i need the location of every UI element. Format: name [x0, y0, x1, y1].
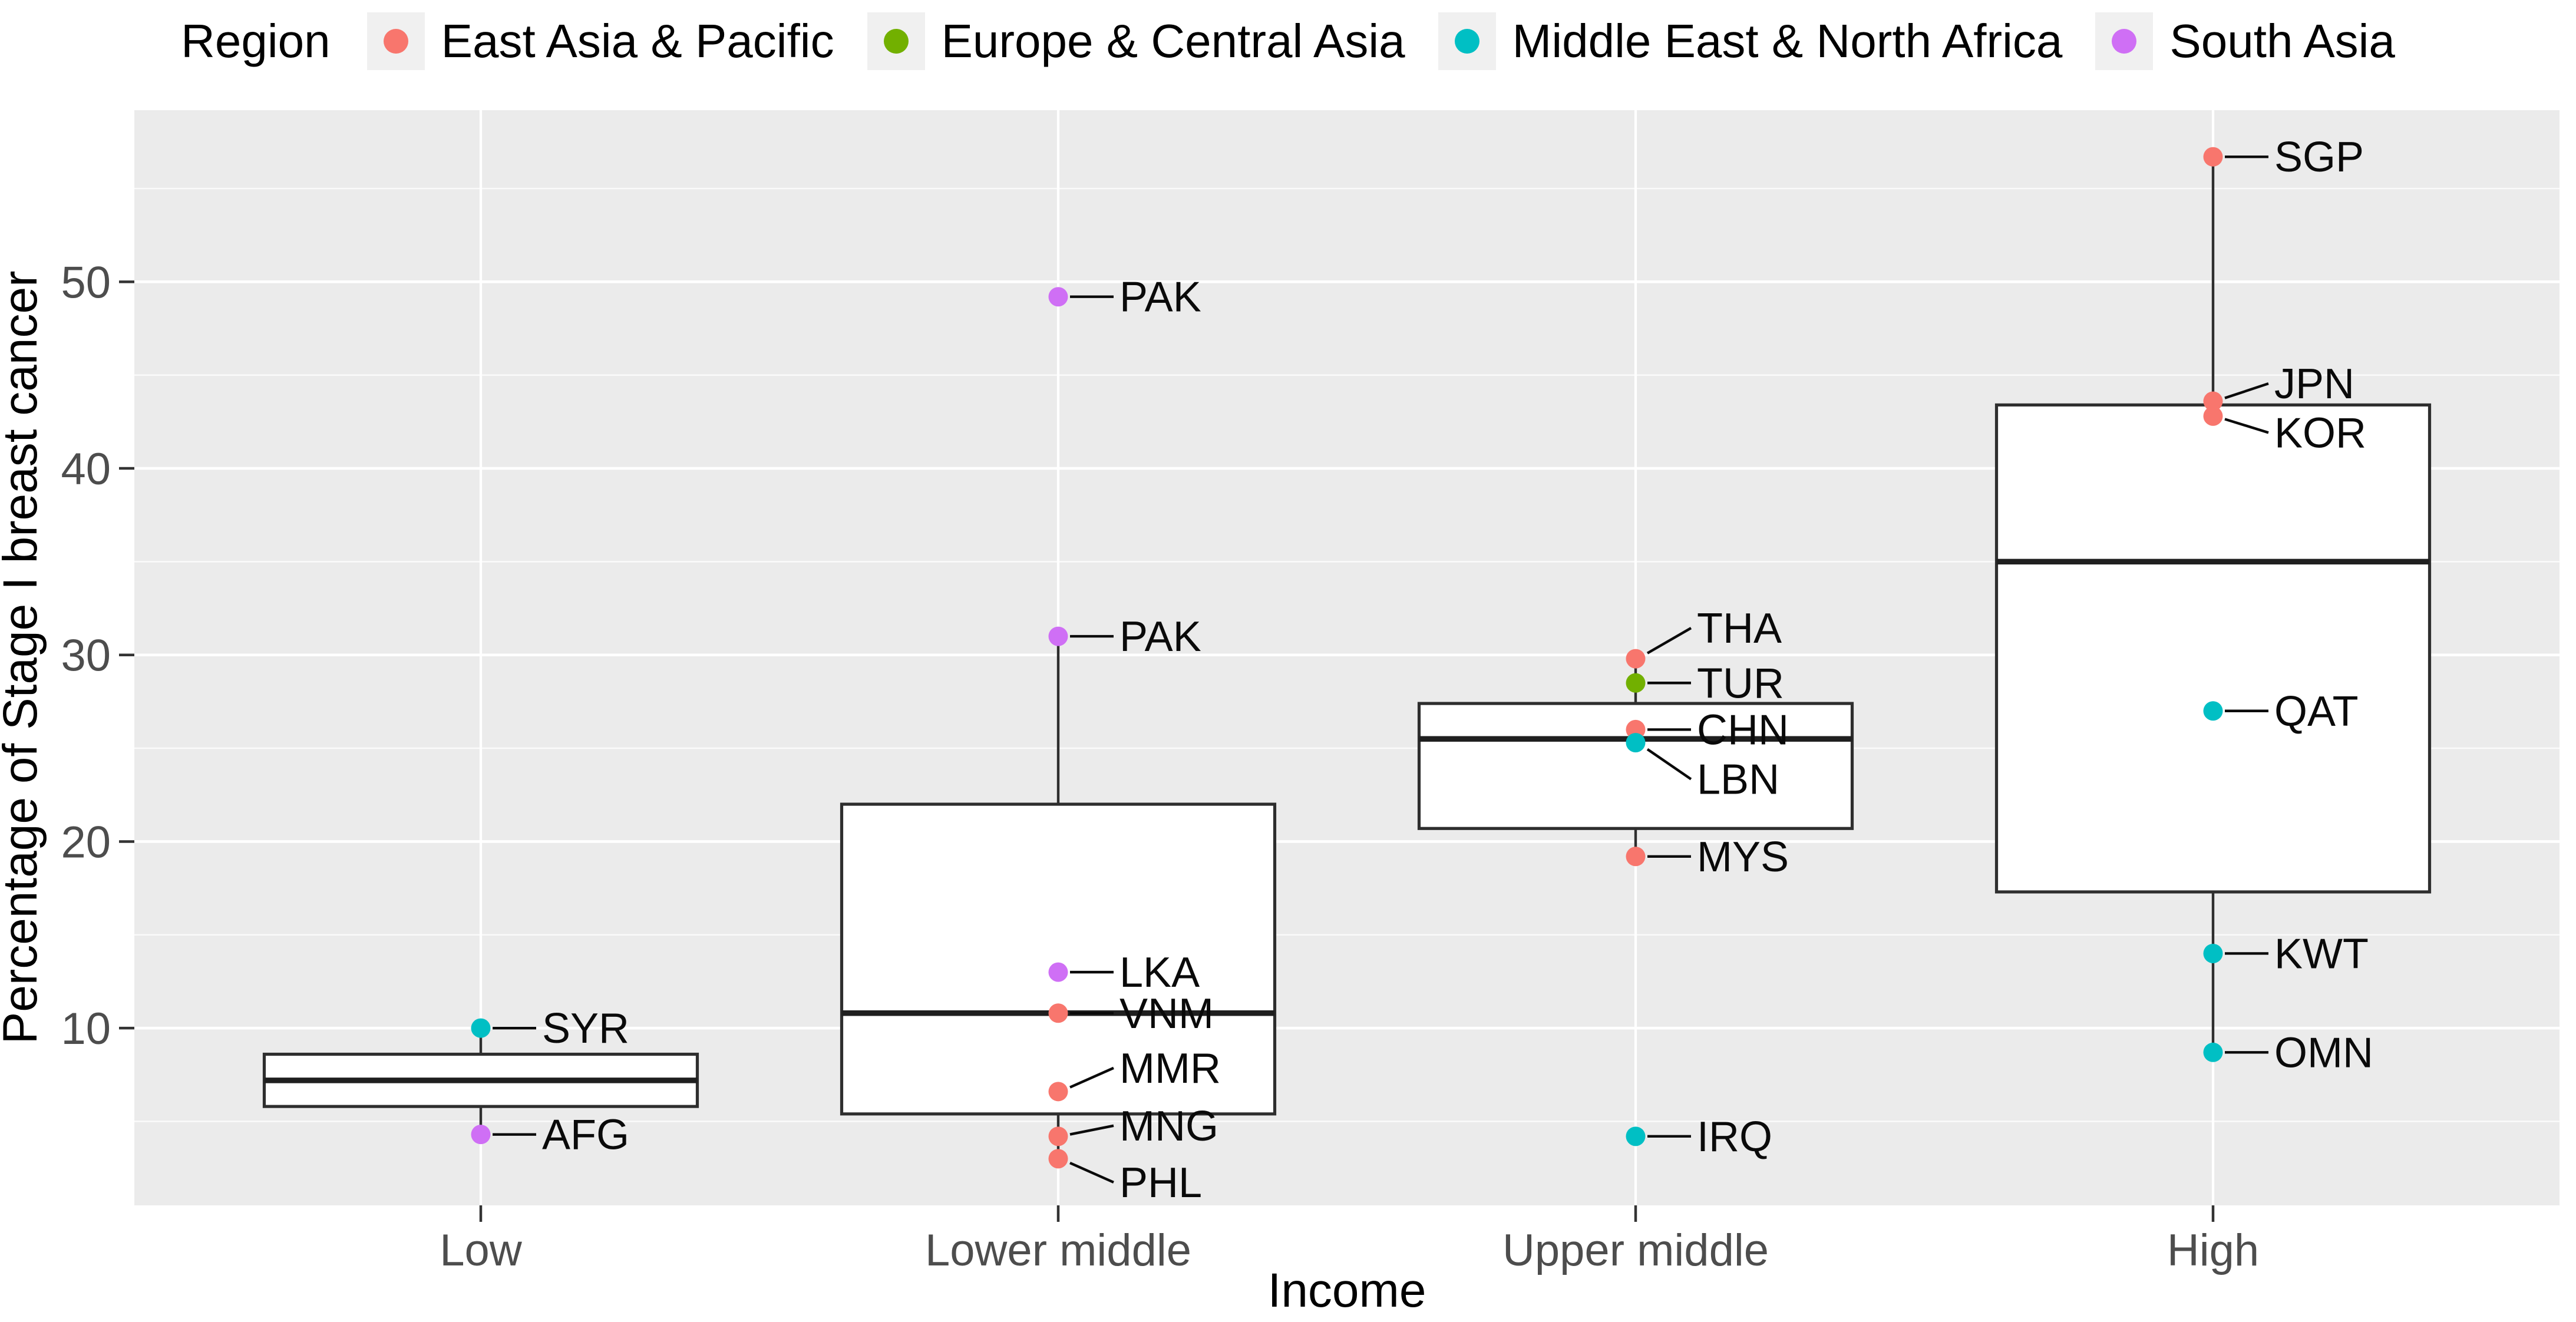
box-High [1994, 403, 2432, 894]
legend-dot-icon [383, 29, 408, 54]
point-AFG [471, 1125, 491, 1145]
point-label-MNG: MNG [1119, 1103, 1218, 1150]
y-tick-label: 10 [61, 1004, 111, 1054]
legend-item-label: South Asia [2169, 15, 2395, 67]
point-MYS [1626, 847, 1646, 867]
point-LBN [1626, 733, 1646, 753]
point-label-QAT: QAT [2274, 688, 2359, 735]
point-label-VNM: VNM [1119, 990, 1214, 1037]
point-label-PAK: PAK [1119, 274, 1201, 321]
point-QAT [2203, 701, 2223, 721]
point-IRQ [1626, 1126, 1646, 1146]
point-label-JPN: JPN [2274, 361, 2354, 408]
x-tick-label: Low [440, 1225, 523, 1275]
point-TUR [1626, 673, 1646, 693]
legend-key [867, 12, 925, 70]
legend-item-label: East Asia & Pacific [441, 15, 834, 67]
point-SYR [471, 1018, 491, 1038]
y-tick-label: 40 [61, 444, 111, 494]
point-KOR [2203, 406, 2223, 426]
legend-item-0: East Asia & Pacific [366, 12, 834, 70]
legend-item-2: Middle East & North Africa [1438, 12, 2063, 70]
point-VNM [1048, 1003, 1068, 1023]
point-MNG [1048, 1126, 1068, 1146]
box-Lower middle [840, 802, 1277, 1116]
point-SGP [2203, 147, 2223, 167]
legend-item-label: Middle East & North Africa [1512, 15, 2063, 67]
leader-line-KOR [2224, 418, 2269, 434]
leader-line-PHL [1069, 1162, 1114, 1184]
legend-key [1438, 12, 1496, 70]
y-tick-label: 30 [61, 631, 111, 681]
point-label-OMN: OMN [2274, 1029, 2373, 1076]
point-label-THA: THA [1697, 605, 1782, 652]
leader-line-MMR [1069, 1066, 1114, 1089]
leader-line-THA [1646, 627, 1692, 655]
leader-line-JPN [2224, 382, 2269, 399]
legend-dot-icon [883, 29, 909, 54]
legend-dot-icon [1454, 29, 1479, 54]
point-label-AFG: AFG [542, 1112, 629, 1159]
point-label-TUR: TUR [1697, 660, 1784, 707]
legend-item-3: South Asia [2095, 12, 2395, 70]
point-label-MMR: MMR [1119, 1045, 1221, 1092]
x-tick-label: Upper middle [1502, 1225, 1769, 1275]
legend-dot-icon [2112, 29, 2137, 54]
x-tick-label: High [2167, 1225, 2259, 1275]
point-PHL [1048, 1149, 1068, 1169]
legend-item-label: Europe & Central Asia [941, 15, 1405, 67]
point-label-IRQ: IRQ [1697, 1113, 1772, 1161]
point-label-KOR: KOR [2274, 409, 2366, 457]
point-PAK [1048, 287, 1068, 307]
y-tick-label: 20 [61, 817, 111, 867]
point-label-LKA: LKA [1119, 949, 1200, 996]
point-THA [1626, 649, 1646, 669]
point-label-MYS: MYS [1697, 834, 1789, 881]
x-axis-title: Income [1268, 1264, 1426, 1317]
legend-key [2095, 12, 2154, 70]
point-label-CHN: CHN [1697, 706, 1789, 753]
point-label-SYR: SYR [542, 1005, 629, 1052]
point-OMN [2203, 1042, 2223, 1062]
point-label-PAK: PAK [1119, 613, 1201, 660]
point-label-LBN: LBN [1697, 756, 1779, 804]
x-tick-label: Lower middle [925, 1225, 1191, 1275]
point-LKA [1048, 962, 1068, 982]
y-tick-label: 50 [61, 257, 111, 308]
legend-key [366, 12, 425, 70]
point-label-PHL: PHL [1119, 1159, 1202, 1207]
point-KWT [2203, 943, 2223, 963]
legend-item-1: Europe & Central Asia [867, 12, 1405, 70]
point-label-SGP: SGP [2274, 134, 2364, 181]
point-MMR [1048, 1082, 1068, 1102]
point-JPN [2203, 391, 2223, 411]
y-axis-title: Percentage of Stage I breast cancer [0, 271, 47, 1045]
legend: Region East Asia & Pacific Europe & Centr… [0, 6, 2576, 77]
legend-title: Region [181, 15, 331, 67]
point-label-KWT: KWT [2274, 930, 2369, 977]
leader-line-LBN [1646, 748, 1692, 781]
leader-line-MNG [1069, 1124, 1114, 1136]
point-PAK [1048, 626, 1068, 646]
